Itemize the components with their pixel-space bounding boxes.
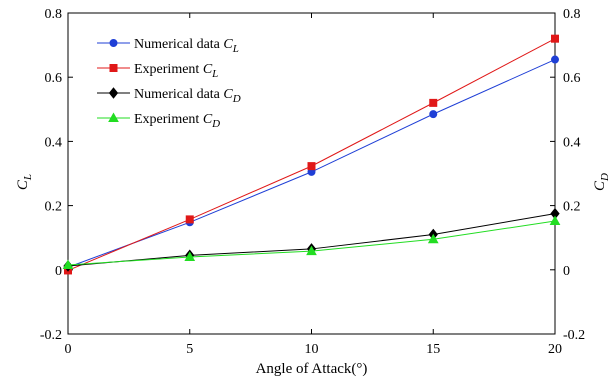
- legend-label: Numerical data CD: [134, 87, 241, 105]
- axis-labels: Angle of Attack(°) CL CD: [15, 173, 608, 377]
- x-tick-label: 15: [426, 342, 440, 357]
- y-tick-label-right: 0.8: [563, 7, 581, 22]
- series-2: [63, 207, 560, 272]
- data-point: [549, 215, 561, 226]
- series-3: [62, 215, 561, 269]
- legend-label: Experiment CL: [134, 62, 218, 80]
- y-axis-label-right: CD: [592, 173, 608, 191]
- x-tick-label: 5: [186, 342, 193, 357]
- data-point: [427, 233, 439, 244]
- y-tick-label-right: 0: [563, 264, 570, 279]
- series-layer: [62, 34, 561, 275]
- y-tick-label-left: 0: [55, 264, 62, 279]
- data-point: [307, 162, 316, 171]
- legend-entry: Experiment CL: [97, 62, 218, 80]
- legend-entry: Numerical data CD: [97, 87, 241, 105]
- legend-marker: [108, 87, 119, 99]
- y-tick-label-left: 0.2: [45, 200, 63, 215]
- y-tick-label-left: 0.8: [45, 7, 63, 22]
- legend-label: Numerical data CL: [134, 37, 239, 55]
- legend: Numerical data CL Experiment CL Numerical …: [97, 37, 241, 130]
- y-axis-label-left: CL: [15, 174, 34, 190]
- legend-marker: [109, 39, 118, 47]
- data-point: [551, 55, 559, 64]
- legend-entry: Numerical data CL: [97, 37, 239, 55]
- x-tick-label: 0: [65, 342, 72, 357]
- y-tick-label-right: 0.6: [563, 71, 581, 86]
- y-tick-label-right: -0.2: [563, 328, 585, 343]
- axes-layer: 0 5 10 15 20-0.2 -0.20 00.2 0.20.4 0.40.6 0.60.8 0…: [40, 7, 585, 357]
- series-line: [67, 220, 556, 266]
- series-1: [64, 34, 559, 275]
- data-point: [306, 245, 317, 256]
- legend-marker: [108, 112, 119, 122]
- x-tick-label: 20: [548, 342, 562, 357]
- data-point: [185, 215, 194, 224]
- x-tick-label: 10: [305, 342, 319, 357]
- y-tick-label-right: 0.4: [563, 135, 581, 150]
- legend-marker: [109, 64, 118, 72]
- data-point: [429, 110, 438, 119]
- y-tick-label-left: 0.6: [45, 71, 63, 86]
- legend-label: Experiment CD: [134, 112, 220, 130]
- data-point: [429, 98, 438, 107]
- y-tick-label-right: 0.2: [563, 200, 581, 215]
- y-tick-label-left: 0.4: [45, 135, 63, 150]
- data-point: [184, 251, 196, 261]
- data-point: [551, 34, 559, 43]
- x-axis-label: Angle of Attack(°): [256, 361, 368, 377]
- data-point: [62, 259, 74, 269]
- legend-entry: Experiment CD: [97, 112, 220, 130]
- y-tick-label-left: -0.2: [40, 328, 62, 343]
